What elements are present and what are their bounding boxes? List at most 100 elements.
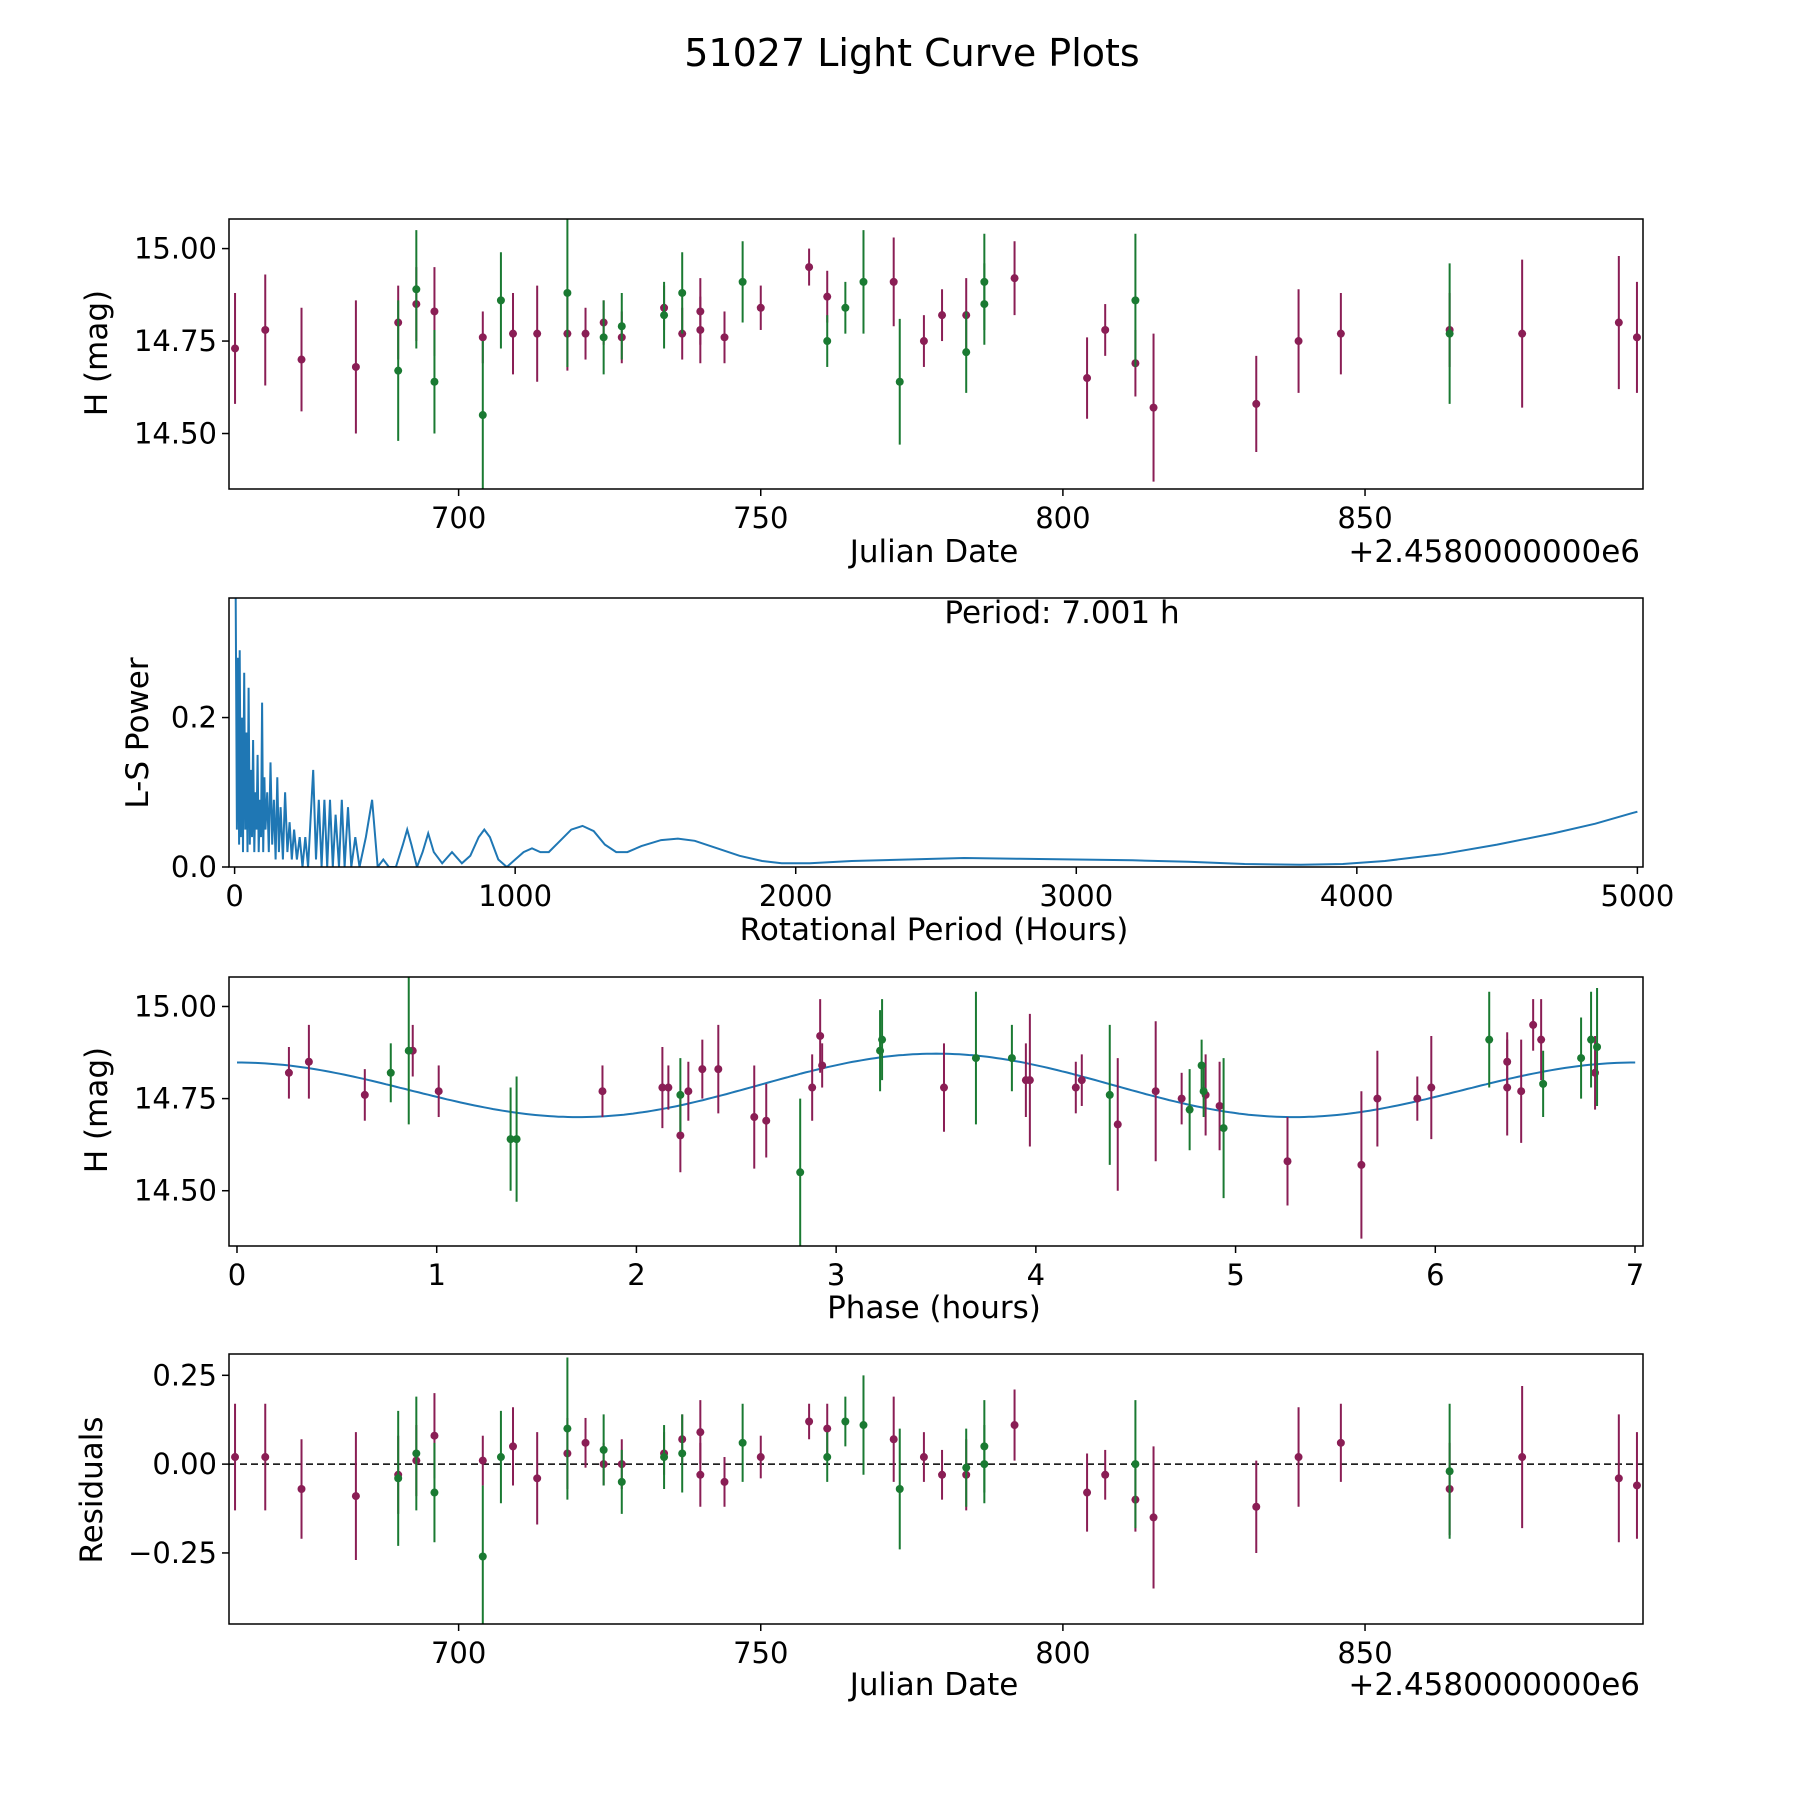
phase-point-green <box>386 1068 395 1077</box>
raw-point-green <box>617 322 626 331</box>
periodogram-xtick-label: 4000 <box>1320 879 1394 913</box>
raw-point-magenta <box>581 329 590 338</box>
phase-point-green <box>1219 1124 1228 1133</box>
raw-point-magenta <box>1336 329 1345 338</box>
raw-point-green <box>962 348 971 357</box>
phase-point-magenta <box>714 1065 723 1074</box>
raw-point-magenta <box>1632 333 1641 342</box>
phase-point-green <box>404 1046 413 1055</box>
figure-title: 51027 Light Curve Plots <box>684 31 1139 75</box>
residuals-point-green <box>412 1449 421 1458</box>
residuals-point-green <box>430 1488 439 1497</box>
phase-point-green <box>1587 1035 1596 1044</box>
raw-xlabel: Julian Date <box>848 534 1019 570</box>
raw-point-magenta <box>533 329 542 338</box>
residuals-ytick-label: −0.25 <box>128 1536 217 1570</box>
raw-point-green <box>496 296 505 305</box>
phase-point-magenta <box>816 1031 825 1040</box>
phase-ytick-label: 14.75 <box>134 1082 217 1116</box>
phase-point-magenta <box>284 1068 293 1077</box>
periodogram-xtick-label: 2000 <box>759 879 833 913</box>
phase-point-green <box>796 1168 805 1177</box>
raw-point-magenta <box>1083 374 1092 383</box>
raw-point-magenta <box>696 325 705 334</box>
raw-point-magenta <box>1252 399 1261 408</box>
raw-offset-label: +2.4580000000e6 <box>1348 534 1640 570</box>
residuals-offset-label: +2.4580000000e6 <box>1348 1667 1640 1703</box>
periodogram-xlabel: Rotational Period (Hours) <box>740 912 1129 948</box>
residuals-xtick-label: 800 <box>1035 1636 1090 1670</box>
residuals-point-green <box>962 1463 971 1472</box>
residuals-point-magenta <box>889 1435 898 1444</box>
residuals-point-magenta <box>823 1424 832 1433</box>
phase-point-magenta <box>1427 1083 1436 1092</box>
residuals-point-magenta <box>261 1453 270 1462</box>
phase-axes-frame <box>228 976 1644 1247</box>
phase-point-green <box>1485 1035 1494 1044</box>
periodogram-power-line <box>234 598 1638 867</box>
raw-point-green <box>563 288 572 297</box>
phase-point-magenta <box>1025 1076 1034 1085</box>
residuals-point-magenta <box>1101 1470 1110 1479</box>
raw-point-magenta <box>889 277 898 286</box>
residuals-point-green <box>980 1460 989 1469</box>
residuals-panel: Julian Date Residuals +2.4580000000e6 70… <box>74 1353 1644 1703</box>
raw-point-magenta <box>1518 329 1527 338</box>
residuals-point-magenta <box>231 1453 240 1462</box>
raw-xtick-label: 750 <box>733 501 788 535</box>
periodogram-xtick-label: 0 <box>225 879 243 913</box>
phase-point-magenta <box>658 1083 667 1092</box>
phase-point-magenta <box>1177 1094 1186 1103</box>
phase-ytick-label: 15.00 <box>134 989 217 1023</box>
phase-xtick-label: 5 <box>1226 1258 1244 1292</box>
periodogram-axes-frame <box>228 597 1644 868</box>
residuals-xtick-label: 750 <box>733 1636 788 1670</box>
phase-point-magenta <box>698 1065 707 1074</box>
raw-point-magenta <box>823 292 832 301</box>
raw-point-green <box>1445 329 1454 338</box>
raw-point-green <box>430 377 439 386</box>
phase-xtick-label: 3 <box>827 1258 845 1292</box>
raw-point-green <box>660 311 669 320</box>
phase-ytick-label: 14.50 <box>134 1174 217 1208</box>
raw-xtick-label: 850 <box>1337 501 1392 535</box>
raw-point-magenta <box>1101 325 1110 334</box>
phase-point-green <box>878 1035 887 1044</box>
residuals-point-green <box>599 1445 608 1454</box>
phase-point-magenta <box>1071 1083 1080 1092</box>
residuals-point-green <box>738 1438 747 1447</box>
phase-plot-area <box>237 977 1636 1246</box>
phase-point-magenta <box>664 1083 673 1092</box>
raw-point-green <box>394 366 403 375</box>
phase-point-green <box>1593 1043 1602 1052</box>
phase-point-magenta <box>1283 1157 1292 1166</box>
raw-point-green <box>738 277 747 286</box>
raw-point-magenta <box>805 263 814 272</box>
phase-point-green <box>1577 1054 1586 1063</box>
residuals-point-green <box>394 1474 403 1483</box>
residuals-ylabel: Residuals <box>74 1416 110 1563</box>
periodogram-xtick-label: 1000 <box>478 879 552 913</box>
raw-point-magenta <box>261 325 270 334</box>
residuals-xtick-label: 850 <box>1337 1636 1392 1670</box>
raw-point-green <box>859 277 868 286</box>
phase-xtick-label: 1 <box>427 1258 445 1292</box>
residuals-point-green <box>859 1421 868 1430</box>
raw-point-magenta <box>1294 337 1303 346</box>
phase-xlabel: Phase (hours) <box>827 1290 1041 1326</box>
phase-point-magenta <box>808 1083 817 1092</box>
residuals-point-magenta <box>1336 1438 1345 1447</box>
residuals-point-green <box>563 1424 572 1433</box>
phased-light-curve-panel: Phase (hours) H (mag) 0 1 2 3 4 5 6 7 14.50 14.75… <box>79 976 1644 1326</box>
phase-point-magenta <box>1373 1094 1382 1103</box>
residuals-ytick-label: 0.00 <box>152 1447 217 1481</box>
residuals-point-magenta <box>696 1428 705 1437</box>
residuals-ytick-label: 0.25 <box>152 1358 217 1392</box>
phase-point-magenta <box>598 1087 607 1096</box>
raw-point-magenta <box>297 355 306 364</box>
residuals-plot-area <box>229 1357 1643 1624</box>
periodogram-annotation: Period: 7.001 h <box>944 595 1179 631</box>
phase-point-magenta <box>1517 1087 1526 1096</box>
residuals-point-magenta <box>805 1417 814 1426</box>
residuals-point-green <box>1445 1467 1454 1476</box>
